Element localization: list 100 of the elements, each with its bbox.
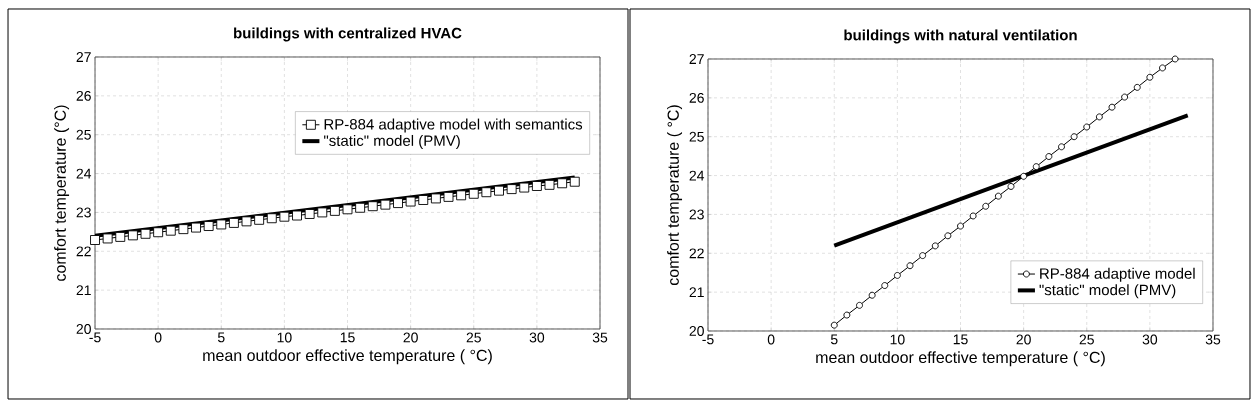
- x-tick-label: 15: [340, 332, 355, 343]
- x-tick-label: 20: [403, 332, 418, 343]
- point: [843, 311, 851, 319]
- point: [906, 262, 914, 270]
- legend-label: "static" model (PMV): [324, 134, 460, 149]
- y-tick-label: 20: [76, 324, 91, 334]
- point: [292, 210, 302, 221]
- point: [165, 225, 176, 236]
- x-axis-title: mean outdoor effective temperature ( °C): [203, 349, 492, 365]
- point: [228, 217, 239, 228]
- x-tick-label: 25: [1079, 334, 1094, 345]
- point: [957, 222, 964, 230]
- point: [140, 228, 151, 239]
- chart-title: buildings with natural ventilation: [844, 29, 1077, 44]
- point: [830, 321, 838, 329]
- point: [405, 196, 416, 207]
- y-tick-label: 21: [689, 287, 704, 298]
- y-tick-label: 27: [76, 52, 91, 62]
- point: [931, 242, 939, 250]
- x-tick-label: 25: [466, 332, 481, 343]
- point: [342, 204, 353, 215]
- y-tick-label: 25: [76, 129, 91, 140]
- point: [430, 193, 441, 204]
- point: [418, 195, 429, 205]
- point: [216, 219, 227, 230]
- x-tick-label: 15: [953, 334, 968, 345]
- y-tick-label: 26: [76, 90, 91, 101]
- point: [367, 201, 378, 212]
- point: [90, 235, 100, 245]
- x-tick-label: 35: [592, 332, 608, 343]
- point: [519, 182, 530, 193]
- y-tick-label: 24: [689, 170, 705, 181]
- x-tick-label: 20: [1016, 334, 1031, 345]
- x-axis-title: mean outdoor effective temperature ( °C): [816, 351, 1105, 367]
- y-tick-label: 25: [689, 131, 704, 142]
- point: [329, 205, 340, 216]
- point: [304, 209, 315, 219]
- point: [994, 192, 1002, 200]
- point: [1020, 172, 1028, 180]
- point: [506, 184, 517, 195]
- x-tick-label: 10: [890, 334, 905, 345]
- point: [1159, 64, 1166, 72]
- point: [1146, 73, 1154, 81]
- y-tick-label: 26: [689, 92, 704, 103]
- point: [544, 179, 555, 190]
- point: [1108, 103, 1116, 111]
- point: [191, 222, 201, 233]
- y-tick-label: 27: [689, 54, 704, 64]
- point: [1070, 133, 1078, 141]
- point: [1058, 143, 1065, 151]
- point: [881, 282, 889, 289]
- x-tick-label: 0: [767, 334, 775, 345]
- point: [868, 291, 876, 299]
- point: [456, 190, 467, 201]
- y-tick-label: 22: [76, 246, 91, 257]
- x-tick-label: 10: [277, 332, 292, 343]
- point: [153, 227, 164, 238]
- point: [1121, 93, 1129, 101]
- y-axis-title: comfort temperature (°C): [54, 105, 70, 281]
- point: [115, 231, 126, 242]
- point: [1045, 153, 1053, 160]
- point: [919, 252, 927, 260]
- point: [1095, 113, 1103, 121]
- y-tick-label: 22: [689, 248, 704, 259]
- point: [531, 181, 542, 191]
- point: [494, 185, 504, 196]
- point: [856, 301, 863, 309]
- legend-label: RP-884 adaptive model with semantics: [324, 118, 583, 133]
- legend-label: RP-884 adaptive model: [1040, 267, 1195, 282]
- point: [893, 271, 901, 279]
- y-tick-label: 23: [76, 207, 91, 218]
- point: [266, 213, 277, 224]
- point: [1171, 55, 1179, 63]
- point: [203, 221, 214, 231]
- point: [254, 214, 265, 225]
- point: [481, 187, 492, 198]
- point: [1007, 182, 1015, 190]
- point: [1133, 83, 1141, 91]
- x-tick-label: 5: [830, 334, 838, 345]
- point: [557, 178, 568, 189]
- point: [982, 202, 990, 210]
- y-tick-label: 24: [76, 168, 92, 179]
- y-axis-title: comfort temperature ( °C): [667, 105, 683, 286]
- x-tick-label: 30: [529, 332, 545, 343]
- point: [969, 212, 977, 220]
- point: [569, 176, 580, 187]
- point: [241, 216, 252, 227]
- point: [279, 211, 290, 222]
- x-tick-label: -5: [702, 334, 714, 345]
- x-tick-label: -5: [89, 332, 101, 343]
- x-tick-label: 0: [154, 332, 162, 343]
- point: [380, 199, 391, 210]
- point: [944, 232, 952, 240]
- point: [127, 230, 138, 241]
- point: [178, 224, 189, 235]
- point: [317, 207, 328, 218]
- x-tick-label: 30: [1142, 334, 1158, 345]
- x-tick-label: 35: [1205, 334, 1221, 345]
- y-tick-label: 21: [76, 285, 91, 296]
- point: [468, 188, 479, 199]
